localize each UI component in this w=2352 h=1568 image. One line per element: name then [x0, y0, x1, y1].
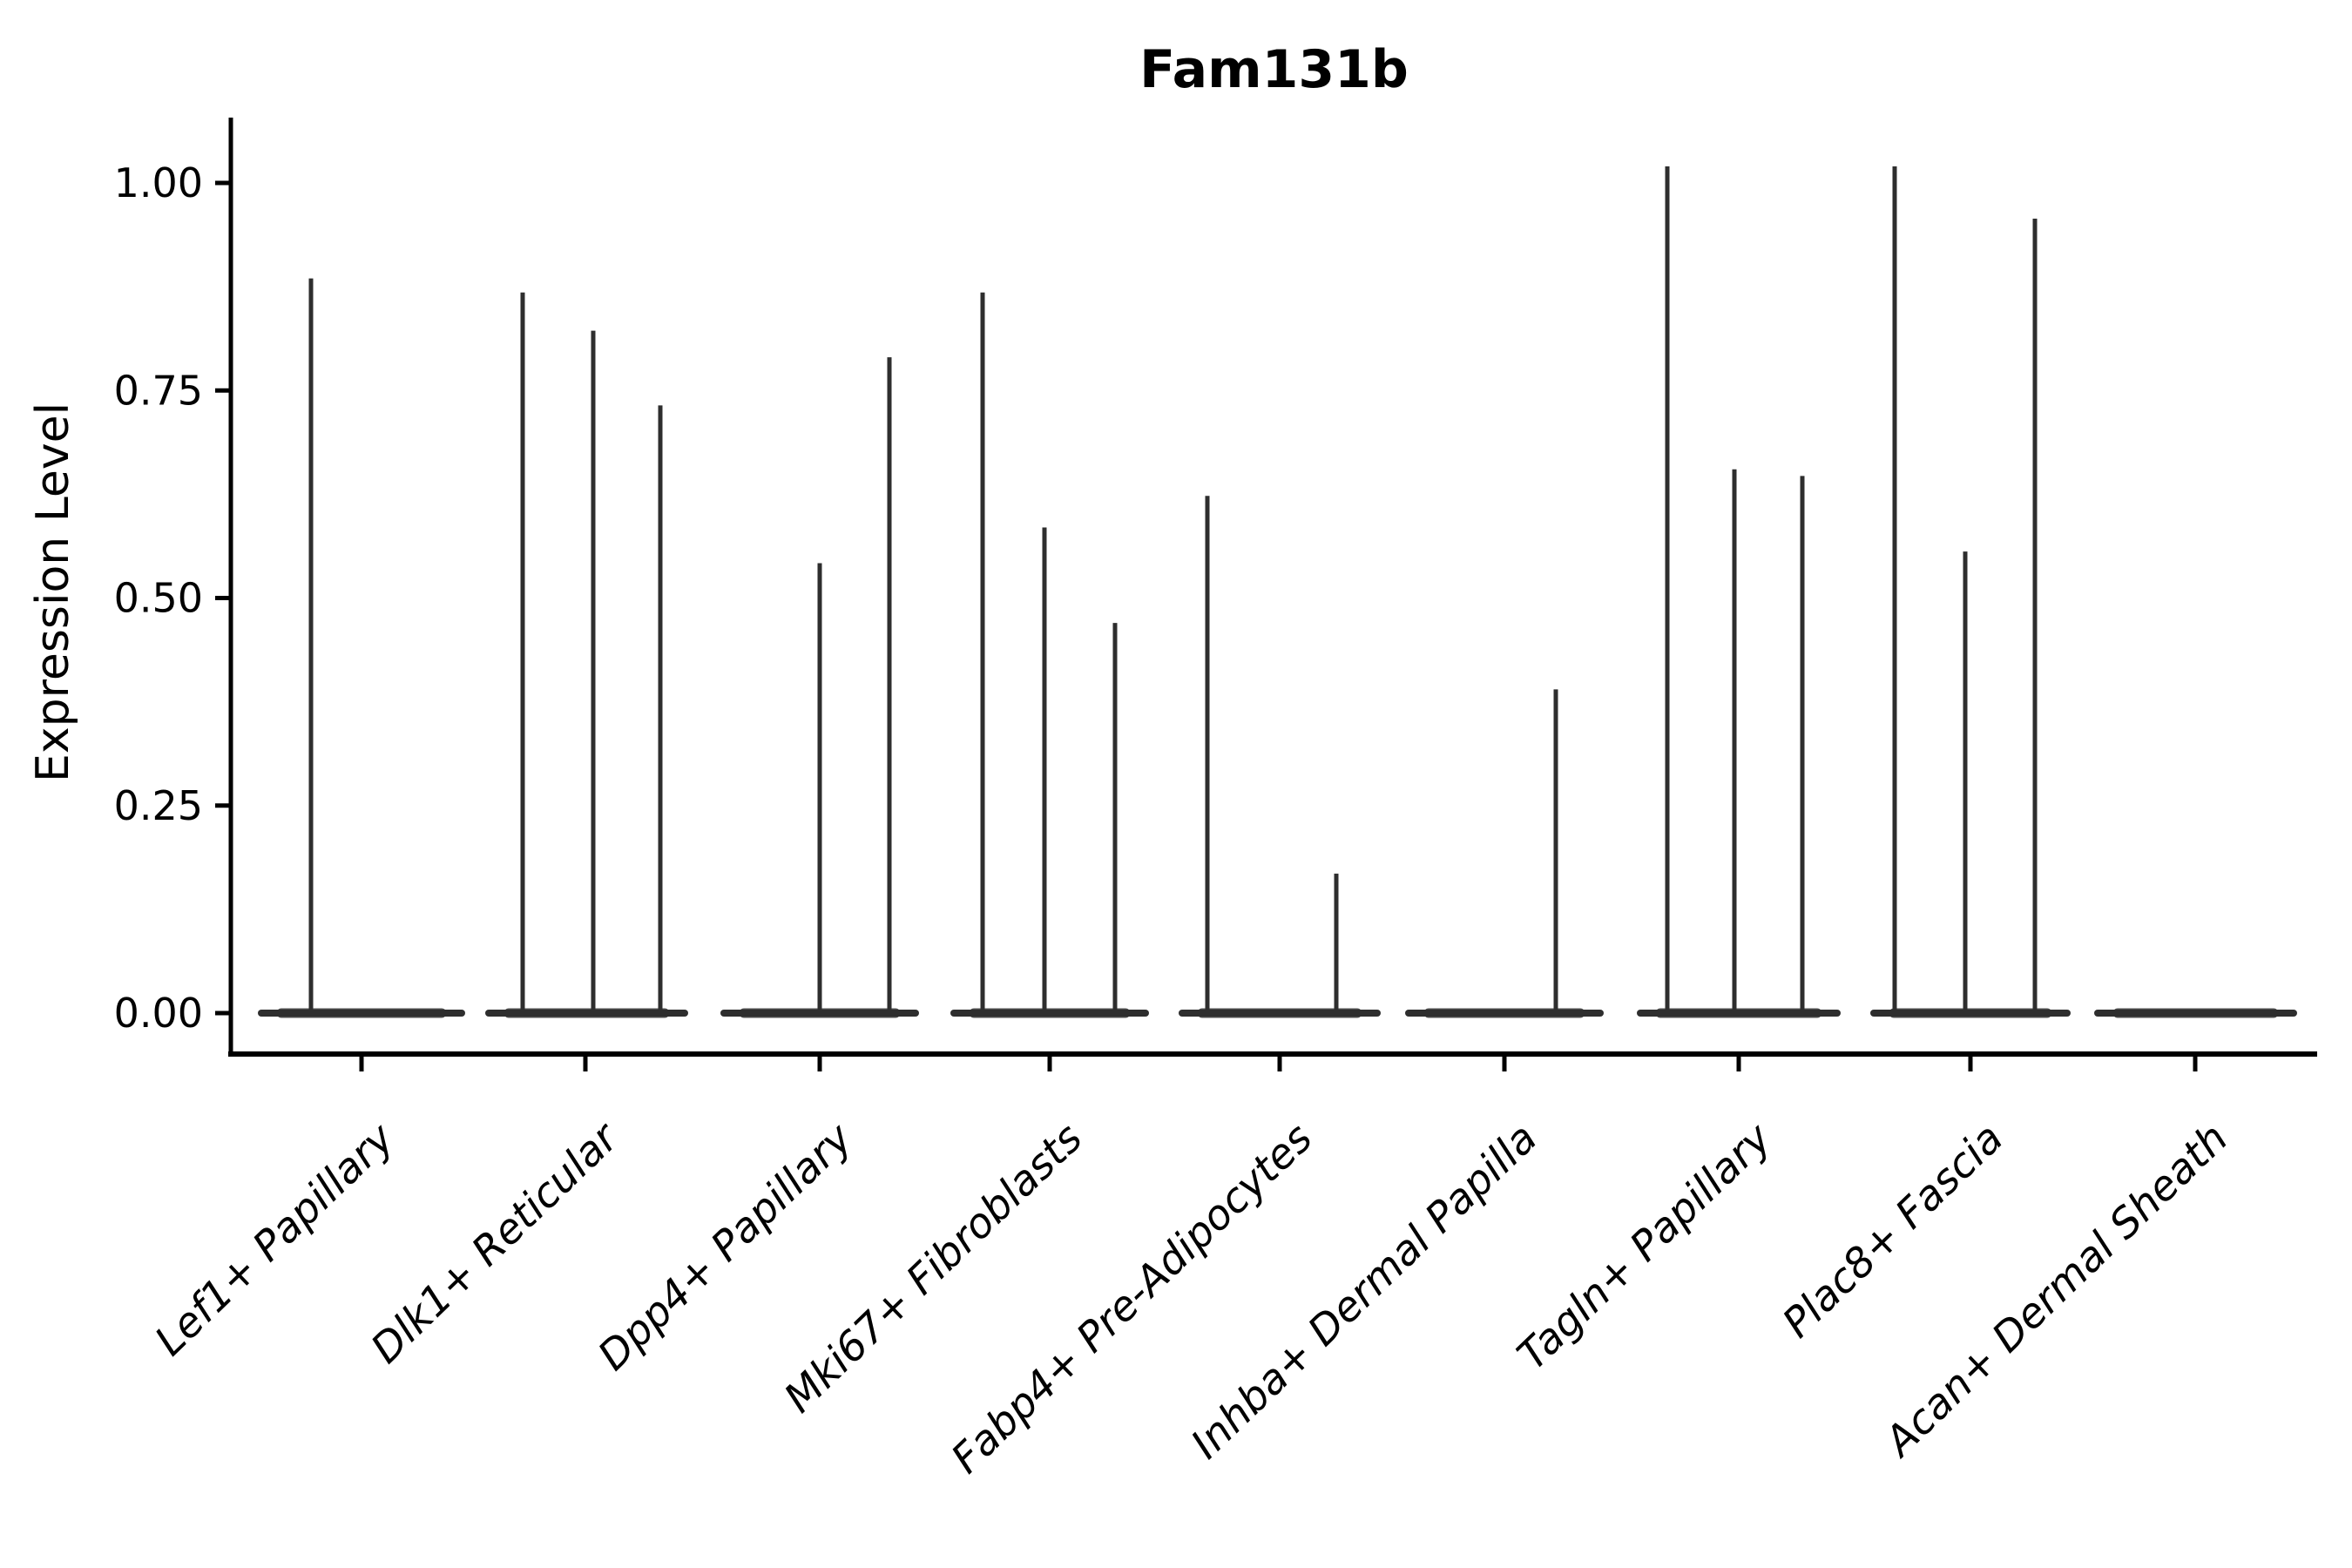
- x-tick-label-0: Lef1+ Papillary: [146, 1113, 405, 1365]
- x-tick-label-4: Fabp4+ Pre-Adipocytes: [943, 1114, 1322, 1483]
- x-tick-label-7: Plac8+ Fascia: [1774, 1114, 2012, 1348]
- x-tick-label-6: Tagln+ Papillary: [1509, 1113, 1782, 1380]
- y-tick-label: 0.00: [114, 990, 203, 1037]
- y-tick-label: 0.50: [114, 575, 203, 622]
- y-tick-label: 1.00: [114, 159, 203, 206]
- x-tick-label-1: Dlk1+ Reticular: [362, 1112, 630, 1373]
- chart-title: Fam131b: [1139, 39, 1409, 100]
- y-axis-label: Expression Level: [27, 402, 79, 782]
- y-tick-label: 0.75: [114, 367, 203, 414]
- y-tick-label: 0.25: [114, 782, 203, 829]
- x-tick-label-2: Dpp4+ Papillary: [589, 1113, 862, 1380]
